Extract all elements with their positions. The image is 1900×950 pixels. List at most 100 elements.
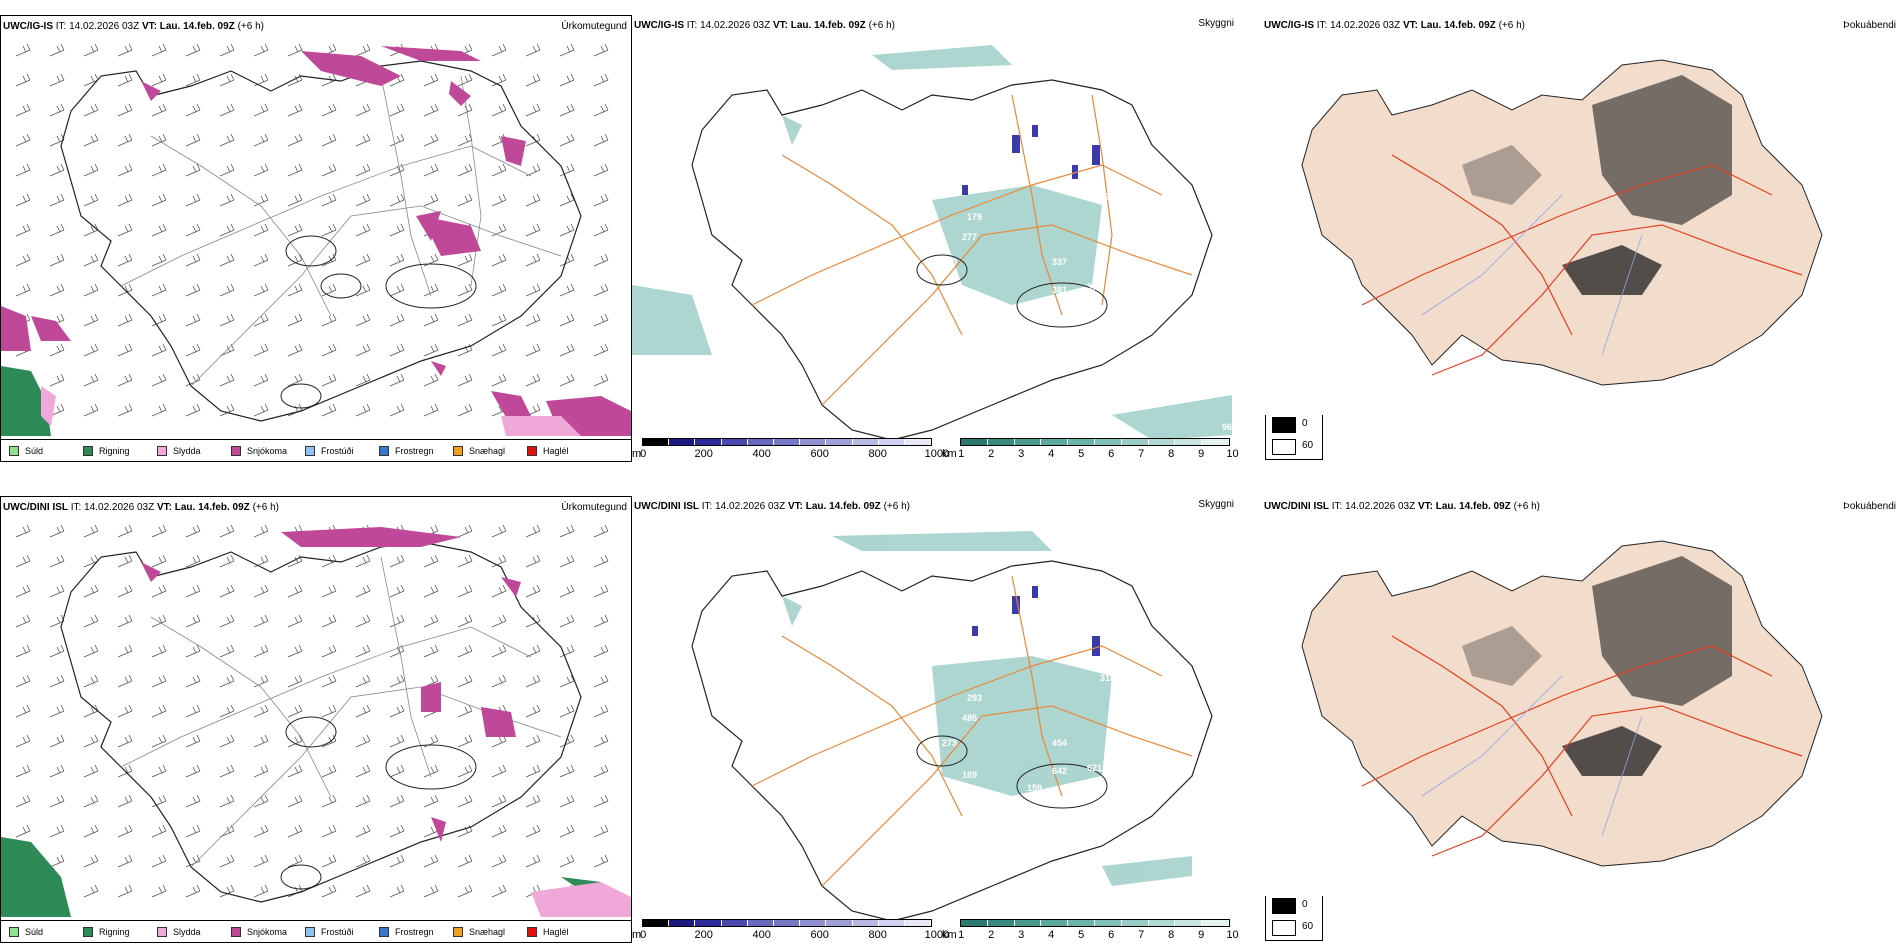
it-value: 14.02.2026 03Z (715, 501, 786, 512)
glacier-outlines (280, 235, 477, 409)
ceiling-areas (962, 125, 1100, 195)
wind-barb (253, 884, 269, 898)
wind-barb (219, 614, 235, 628)
wind-barb (83, 794, 99, 808)
forecast-offset: (+6 h) (1513, 501, 1540, 512)
wind-barb (423, 193, 439, 207)
it-value: 14.02.2026 03Z (1330, 20, 1401, 31)
wind-barb (219, 794, 235, 808)
colorbar-segment (1014, 439, 1042, 445)
colorbar-segment (987, 920, 1015, 926)
wind-barb (321, 764, 337, 778)
vt-value: Lau. 14.feb. 09Z (1435, 501, 1511, 512)
glacier-outlines (916, 735, 1108, 809)
fog-map (1301, 59, 1823, 386)
wind-barb (151, 584, 167, 598)
wind-barb (287, 554, 303, 568)
wind-barb (457, 734, 473, 748)
wind-barb (559, 313, 575, 327)
wind-barb (389, 133, 405, 147)
wind-barb (525, 103, 541, 117)
wind-barb (287, 764, 303, 778)
wind-barb (49, 524, 65, 538)
wind-barb (15, 43, 31, 57)
wind-barb (49, 764, 65, 778)
it-label: IT: (701, 501, 713, 512)
colorbar-tick: 10 (1226, 929, 1239, 941)
colorbar-tick: 5 (1078, 448, 1085, 460)
colorbar-segment (773, 439, 801, 445)
colorbar-segment (695, 920, 722, 926)
wind-barb (355, 43, 371, 57)
legend-item-haglél: Haglél (527, 446, 569, 456)
wind-barb (83, 343, 99, 357)
wind-barb (355, 674, 371, 688)
wind-barb (457, 584, 473, 598)
ceiling-unit: m (632, 448, 642, 460)
visibility-title: Skyggni (1198, 18, 1234, 29)
wind-barb (49, 824, 65, 838)
wind-barb (593, 103, 609, 117)
wind-barb (355, 373, 371, 387)
wind-barb (185, 884, 201, 898)
wind-barb (525, 854, 541, 868)
visibility-value-label: 313 (962, 289, 977, 299)
wind-barb (389, 223, 405, 237)
wind-barb (321, 73, 337, 87)
visibility-value-labels: 485 454 621 189 159 642 273 318 293 648 (942, 673, 1232, 913)
fog-intensity (1462, 75, 1732, 295)
vt-value: Lau. 14.feb. 09Z (805, 501, 881, 512)
legend-swatch (527, 446, 537, 456)
legend-swatch (157, 927, 167, 937)
colorbar-segment (987, 439, 1015, 445)
wind-barb (117, 674, 133, 688)
wind-barb (117, 524, 133, 538)
it-value: 14.02.2026 03Z (84, 502, 155, 513)
panel-header: UWC/DINI ISL IT: 14.02.2026 03Z VT: Lau.… (632, 496, 1232, 516)
wind-barb (117, 373, 133, 387)
visibility-value-label: 293 (967, 693, 982, 703)
wind-barb (253, 253, 269, 267)
wind-barb (389, 704, 405, 718)
legend-item-frostregn: Frostregn (379, 927, 434, 937)
wind-barb (151, 524, 167, 538)
visibility-value-label: 318 (1100, 673, 1115, 683)
wind-barb (83, 403, 99, 417)
wind-barb (559, 253, 575, 267)
colorbar-tick: 2 (988, 929, 995, 941)
colorbar-tick: 0 (640, 448, 647, 460)
wind-barb (457, 313, 473, 327)
colorbar-tick: 600 (810, 929, 829, 941)
wind-barb (321, 403, 337, 417)
wind-barb (49, 734, 65, 748)
wind-barb (355, 283, 371, 297)
fog-intensity (1462, 556, 1732, 776)
panel-header: UWC/IG-IS IT: 14.02.2026 03Z VT: Lau. 14… (632, 15, 1232, 35)
wind-barb (491, 73, 507, 87)
colorbar-segment (1068, 920, 1095, 926)
wind-barb (457, 163, 473, 177)
wind-barb (253, 584, 269, 598)
wind-barb (117, 283, 133, 297)
wind-barb (151, 644, 167, 658)
wind-barb (287, 193, 303, 207)
colorbar-tick: 600 (810, 448, 829, 460)
wind-barb (559, 223, 575, 237)
wind-barb (253, 854, 269, 868)
wind-barb (491, 644, 507, 658)
wind-barb (321, 794, 337, 808)
it-label: IT: (1316, 20, 1328, 31)
wind-barb (117, 854, 133, 868)
wind-barb (287, 43, 303, 57)
visibility-areas (632, 45, 1232, 440)
wind-barb (185, 704, 201, 718)
wind-barb (593, 133, 609, 147)
model-name: UWC/DINI ISL (3, 502, 68, 513)
wind-barb (491, 163, 507, 177)
colorbar-segment (800, 920, 827, 926)
legend-label: Haglél (543, 927, 569, 937)
colorbar-segment (961, 439, 988, 445)
wind-barb (253, 554, 269, 568)
legend-label: Frostúði (321, 446, 354, 456)
legend-label: Snjókoma (247, 927, 288, 937)
